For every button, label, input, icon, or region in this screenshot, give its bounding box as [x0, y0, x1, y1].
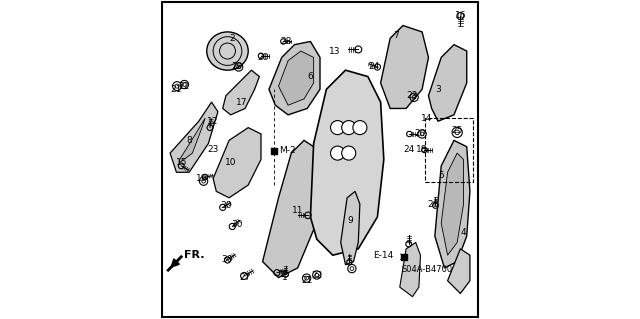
- Polygon shape: [441, 153, 463, 255]
- Text: 15: 15: [279, 270, 291, 279]
- Text: 1: 1: [282, 273, 288, 282]
- Polygon shape: [170, 102, 218, 172]
- Polygon shape: [310, 70, 384, 255]
- Circle shape: [342, 121, 356, 135]
- Text: 27: 27: [239, 273, 251, 282]
- Text: 30: 30: [221, 256, 233, 264]
- Polygon shape: [381, 26, 428, 108]
- Text: 24: 24: [404, 145, 415, 154]
- Text: 5: 5: [438, 171, 444, 180]
- Ellipse shape: [207, 32, 248, 70]
- Text: 11: 11: [292, 206, 303, 215]
- Text: 26: 26: [428, 200, 439, 209]
- Text: 22: 22: [179, 82, 190, 91]
- Text: 19: 19: [196, 174, 208, 183]
- Polygon shape: [223, 70, 259, 115]
- Text: 20: 20: [257, 53, 268, 62]
- Text: 7: 7: [394, 31, 399, 40]
- Text: 30: 30: [231, 220, 243, 229]
- Polygon shape: [435, 140, 470, 268]
- Text: 2: 2: [230, 34, 235, 43]
- Text: 12: 12: [207, 117, 219, 126]
- Text: 18: 18: [417, 145, 428, 154]
- Text: E-14: E-14: [373, 251, 394, 260]
- Polygon shape: [180, 118, 205, 163]
- Text: 10: 10: [225, 158, 236, 167]
- Text: 13: 13: [328, 47, 340, 56]
- Polygon shape: [447, 249, 470, 293]
- Text: 17: 17: [236, 98, 248, 107]
- Text: FR.: FR.: [184, 250, 205, 260]
- Polygon shape: [400, 242, 420, 297]
- Text: 4: 4: [461, 228, 467, 237]
- Polygon shape: [213, 128, 261, 198]
- Text: 28: 28: [281, 37, 292, 46]
- Text: 14: 14: [421, 114, 433, 122]
- Polygon shape: [428, 45, 467, 121]
- Polygon shape: [269, 41, 320, 115]
- Text: M-2: M-2: [279, 146, 296, 155]
- Text: 23: 23: [207, 145, 219, 154]
- Text: 22: 22: [311, 271, 323, 280]
- Polygon shape: [278, 51, 314, 105]
- Text: 6: 6: [308, 72, 314, 81]
- Text: 3: 3: [435, 85, 441, 94]
- Text: 20: 20: [415, 130, 426, 138]
- Text: 21: 21: [171, 85, 182, 94]
- Circle shape: [353, 121, 367, 135]
- Polygon shape: [340, 191, 360, 265]
- Text: 21: 21: [301, 276, 313, 285]
- Text: 16: 16: [454, 11, 466, 20]
- Text: S04A-B4700: S04A-B4700: [401, 265, 452, 274]
- Text: 23: 23: [407, 91, 418, 100]
- Text: 9: 9: [348, 216, 353, 225]
- Text: 8: 8: [186, 136, 192, 145]
- Text: 24: 24: [369, 63, 380, 71]
- Text: 30: 30: [220, 201, 232, 210]
- Text: 15: 15: [175, 158, 187, 167]
- Circle shape: [330, 146, 344, 160]
- Text: 29: 29: [232, 63, 243, 71]
- Circle shape: [330, 121, 344, 135]
- Text: 25: 25: [451, 126, 463, 135]
- Circle shape: [342, 146, 356, 160]
- Polygon shape: [262, 140, 320, 278]
